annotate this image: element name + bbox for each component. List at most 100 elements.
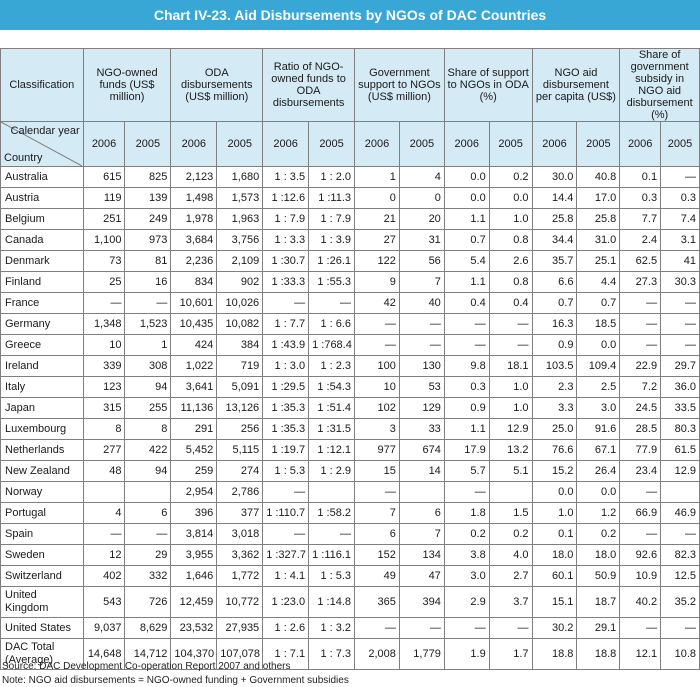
- data-cell: —: [354, 481, 400, 503]
- data-cell: 5.1: [488, 460, 533, 482]
- data-cell: —: [488, 617, 533, 639]
- row-country: Netherlands: [0, 439, 84, 461]
- data-cell: 10,435: [170, 313, 218, 335]
- data-cell: 67.1: [576, 439, 621, 461]
- data-cell: 10,082: [216, 313, 264, 335]
- data-cell: 130: [398, 355, 445, 377]
- data-cell: 16.3: [531, 313, 578, 335]
- data-cell: 1 : 7.3: [308, 638, 356, 670]
- data-cell: 902: [216, 271, 264, 293]
- data-cell: 10: [354, 376, 400, 398]
- table-row: Switzerland 402 332 1,646 1,772 1 : 4.1 1 : 5.…: [0, 565, 700, 587]
- data-cell: 394: [398, 586, 445, 618]
- data-cell: 25.0: [531, 418, 578, 440]
- table-row: Luxembourg 8 8 291 256 1 :35.3 1 :31.5 3 33 1.1 12…: [0, 418, 700, 440]
- data-cell: 3,362: [216, 544, 264, 566]
- data-cell: 40.2: [619, 586, 662, 618]
- data-cell: 1 : 3.9: [308, 229, 356, 251]
- table-row: United Kingdom 543 726 12,459 10,772 1 :23.0 1…: [0, 586, 700, 618]
- data-cell: 8: [82, 418, 126, 440]
- data-cell: 27,935: [216, 617, 264, 639]
- data-cell: 0.0: [576, 481, 621, 503]
- data-cell: 14.4: [531, 187, 578, 209]
- data-cell: 1 : 2.3: [308, 355, 356, 377]
- data-cell: 12.1: [619, 638, 662, 670]
- data-cell: 2,123: [170, 166, 218, 188]
- data-cell: 6: [398, 502, 445, 524]
- data-cell: 25.8: [531, 208, 578, 230]
- data-cell: 4: [398, 166, 445, 188]
- row-country: Italy: [0, 376, 84, 398]
- data-cell: [488, 481, 533, 503]
- data-cell: 122: [354, 250, 400, 272]
- data-cell: 10: [82, 334, 126, 356]
- data-cell: 1 :19.7: [262, 439, 310, 461]
- data-cell: 2.7: [488, 565, 533, 587]
- data-cell: 3,641: [170, 376, 218, 398]
- data-cell: 1.5: [488, 502, 533, 524]
- corner-country: Country: [4, 152, 43, 164]
- header-share-subsidy: Share of government subsidy in NGO aid d…: [619, 48, 700, 122]
- table-row: Japan 315 255 11,136 13,126 1 :35.3 1 :51.4 102…: [0, 397, 700, 419]
- data-cell: 0.0: [576, 334, 621, 356]
- row-country: Sweden: [0, 544, 84, 566]
- data-cell: 61.5: [660, 439, 700, 461]
- table-row: France — —10,601 10,026— —42 40 0.4 0.4 0.7 0.7— —: [0, 292, 700, 314]
- row-country: New Zealand: [0, 460, 84, 482]
- data-cell: 1.1: [443, 208, 490, 230]
- year-2005: 2005: [124, 121, 172, 167]
- data-cell: 1 :54.3: [308, 376, 356, 398]
- data-cell: 1 : 5.3: [262, 460, 310, 482]
- data-cell: 1.1: [443, 271, 490, 293]
- table-row: Belgium 251 249 1,978 1,963 1 : 7.9 1 : 7.9 21 2…: [0, 208, 700, 230]
- data-cell: —: [443, 334, 490, 356]
- data-cell: 18.5: [576, 313, 621, 335]
- data-cell: 134: [398, 544, 445, 566]
- year-2005: 2005: [488, 121, 533, 167]
- data-cell: 76.6: [531, 439, 578, 461]
- data-cell: 1 :116.1: [308, 544, 356, 566]
- data-cell: 1 :768.4: [308, 334, 356, 356]
- table-body: Australia 615 825 2,123 1,680 1 : 3.5 1 : 2.0 1…: [0, 166, 700, 670]
- data-cell: —: [660, 617, 700, 639]
- data-cell: 1,680: [216, 166, 264, 188]
- data-cell: 7: [398, 523, 445, 545]
- data-cell: 94: [124, 460, 172, 482]
- data-cell: 1,779: [398, 638, 445, 670]
- data-cell: 30.2: [531, 617, 578, 639]
- table-row: DAC Total (Average) 14,648 14,712 104,370 10…: [0, 638, 700, 670]
- data-cell: 0.0: [531, 481, 578, 503]
- data-cell: 255: [124, 397, 172, 419]
- data-cell: 15.1: [531, 586, 578, 618]
- year-2006: 2006: [619, 121, 662, 167]
- header-row-years: Calendar year Country 2006 2005 2006 200…: [0, 121, 700, 167]
- data-cell: 5.7: [443, 460, 490, 482]
- data-cell: 30.3: [660, 271, 700, 293]
- data-cell: —: [660, 292, 700, 314]
- year-2006: 2006: [443, 121, 490, 167]
- data-cell: 8,629: [124, 617, 172, 639]
- data-cell: 29: [124, 544, 172, 566]
- row-country: Finland: [0, 271, 84, 293]
- data-cell: 726: [124, 586, 172, 618]
- data-cell: 834: [170, 271, 218, 293]
- data-cell: 1.2: [576, 502, 621, 524]
- table-row: Australia 615 825 2,123 1,680 1 : 3.5 1 : 2.0 1…: [0, 166, 700, 188]
- row-country: Canada: [0, 229, 84, 251]
- data-cell: 7: [398, 271, 445, 293]
- data-cell: 40.8: [576, 166, 621, 188]
- data-cell: 2,786: [216, 481, 264, 503]
- data-cell: 1,022: [170, 355, 218, 377]
- table-row: Finland 25 16 834 902 1 :33.3 1 :55.3 9 7 1.1 0.8 6…: [0, 271, 700, 293]
- data-cell: —: [124, 292, 172, 314]
- row-country: United Kingdom: [0, 586, 84, 618]
- data-cell: 1 :14.8: [308, 586, 356, 618]
- data-cell: 1.0: [488, 376, 533, 398]
- corner-calendar-year: Calendar year: [10, 125, 80, 137]
- data-cell: 256: [216, 418, 264, 440]
- data-cell: —: [619, 334, 662, 356]
- data-cell: 6.6: [531, 271, 578, 293]
- data-cell: 424: [170, 334, 218, 356]
- data-cell: 1: [354, 166, 400, 188]
- data-cell: 22.9: [619, 355, 662, 377]
